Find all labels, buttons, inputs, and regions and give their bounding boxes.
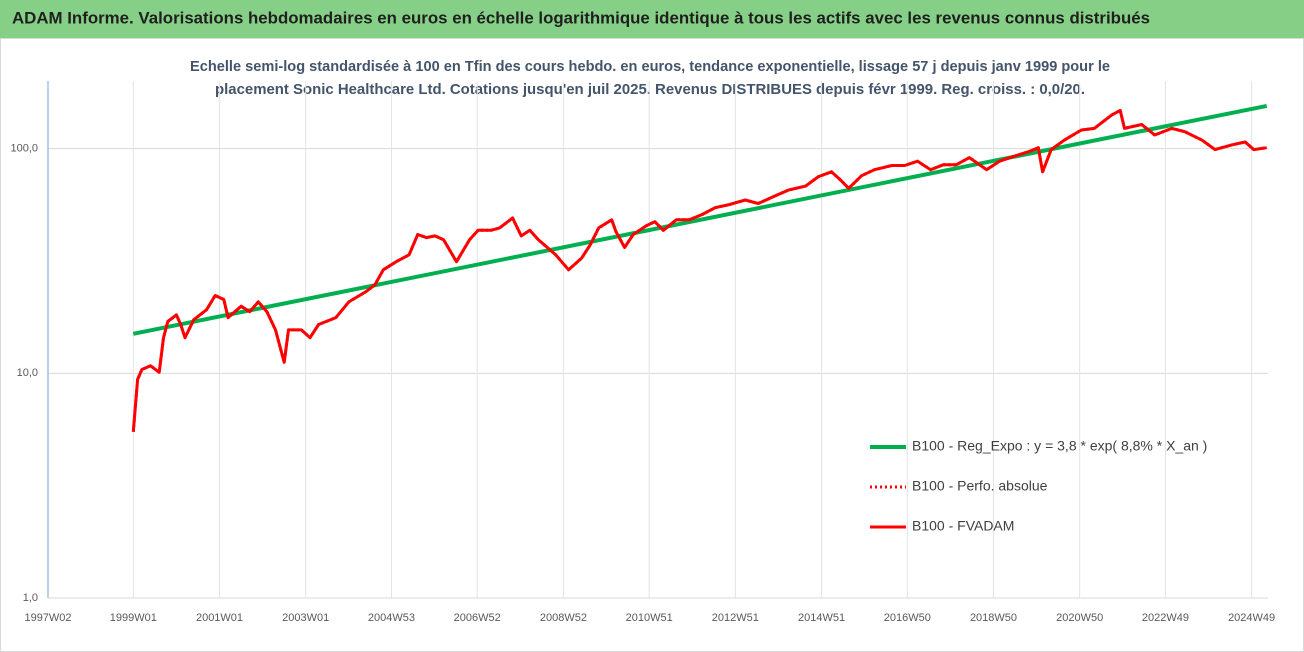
x-tick-label: 2024W49 [1228, 612, 1275, 624]
x-tick-label: 2012W51 [712, 612, 759, 624]
x-tick-label: 2018W50 [970, 612, 1017, 624]
series-line [132, 103, 1268, 336]
x-tick-label: 2022W49 [1142, 612, 1189, 624]
y-tick-label: 100,0 [10, 143, 38, 155]
x-tick-label: 2016W50 [884, 612, 931, 624]
y-tick-label: 1,0 [23, 592, 38, 604]
legend: B100 - Reg_Expo : y = 3,8 * exp( 8,8% * … [870, 438, 1207, 534]
x-tick-label: 2008W52 [540, 612, 587, 624]
series-line [131, 108, 1267, 432]
x-tick-label: 2001W01 [196, 612, 243, 624]
legend-label: B100 - FVADAM [912, 518, 1014, 534]
chart-title: ADAM Informe. Valorisations hebdomadaire… [12, 8, 1150, 27]
plot-area [131, 103, 1268, 432]
subtitle-line: Echelle semi-log standardisée à 100 en T… [190, 58, 1110, 75]
x-tick-label: 2020W50 [1056, 612, 1103, 624]
y-tick-label: 10,0 [17, 367, 38, 379]
x-tick-label: 2014W51 [798, 612, 845, 624]
legend-label: B100 - Reg_Expo : y = 3,8 * exp( 8,8% * … [912, 438, 1207, 454]
x-tick-label: 1997W02 [24, 612, 71, 624]
grid: 1,0 10,0 100,0 1997W02 1999W01 2001W01 2003W01… [10, 81, 1275, 624]
legend-label: B100 - Perfo. absolue [912, 478, 1048, 494]
x-tick-label: 2006W52 [454, 612, 501, 624]
title-bar [0, 0, 1304, 38]
x-tick-label: 2003W01 [282, 612, 329, 624]
x-tick-label: 2004W53 [368, 612, 415, 624]
x-tick-label: 1999W01 [110, 612, 157, 624]
x-tick-label: 2010W51 [626, 612, 673, 624]
subtitle-line: placement Sonic Healthcare Ltd. Cotation… [215, 81, 1085, 98]
